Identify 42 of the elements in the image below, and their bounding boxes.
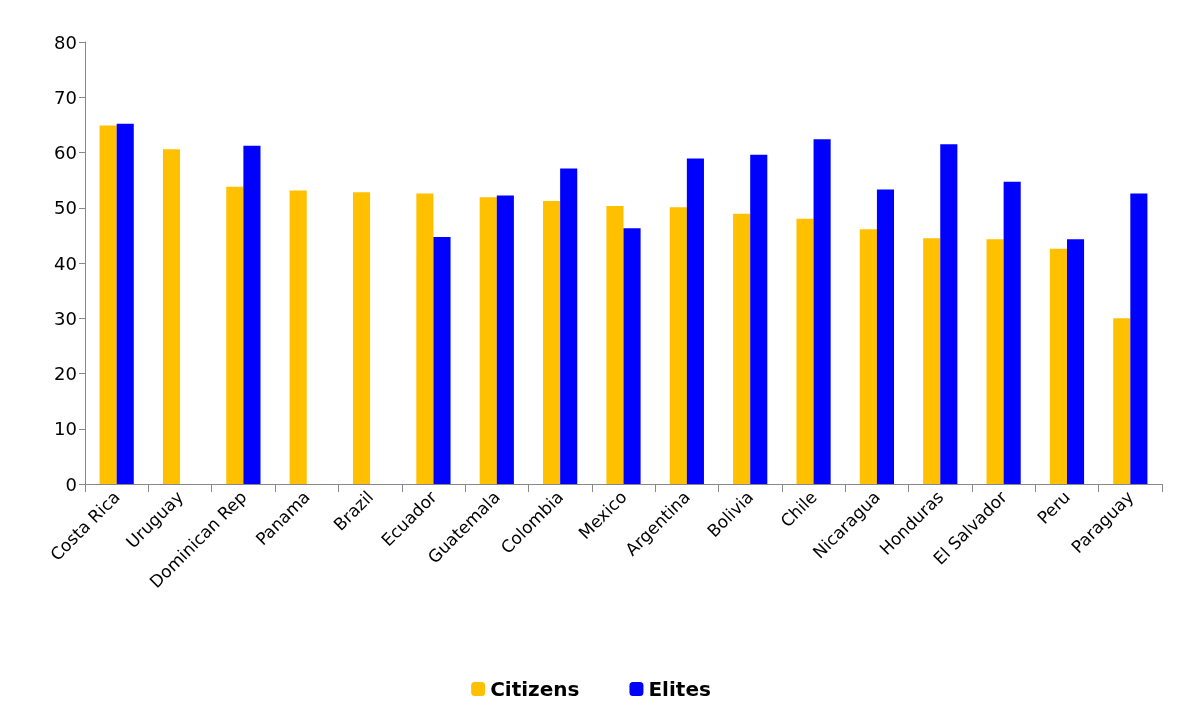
bar	[1049, 248, 1067, 484]
bar	[796, 218, 814, 484]
y-tick-label: 50	[54, 197, 77, 219]
bar	[623, 228, 641, 484]
y-tick-label: 70	[54, 86, 77, 108]
legend-label: Elites	[648, 677, 711, 701]
y-tick-label: 20	[54, 363, 77, 384]
bar	[162, 149, 181, 484]
bar	[479, 197, 497, 484]
bar	[606, 206, 624, 484]
bar	[813, 139, 831, 484]
y-tick-label: 30	[54, 307, 77, 329]
bar	[686, 158, 704, 484]
bar	[416, 193, 434, 484]
bar	[940, 144, 958, 484]
bar	[1113, 318, 1131, 484]
legend-label: Citizens	[490, 677, 580, 701]
bar	[1003, 181, 1021, 484]
bar	[1066, 239, 1085, 484]
y-tick-label: 60	[54, 142, 77, 163]
bar	[352, 192, 371, 484]
bar	[876, 189, 895, 484]
bar	[243, 145, 261, 484]
bar	[986, 239, 1004, 484]
y-tick-label: 40	[54, 252, 77, 274]
bar	[543, 201, 561, 484]
bar	[859, 229, 877, 484]
y-tick-label: 0	[65, 473, 77, 495]
bar	[99, 125, 117, 484]
bar	[923, 238, 941, 484]
bar	[289, 190, 307, 484]
bar	[496, 195, 514, 484]
bar	[669, 207, 687, 484]
bar	[750, 154, 768, 484]
y-tick-label: 80	[54, 31, 77, 53]
bar	[1130, 193, 1148, 484]
bar	[733, 213, 751, 484]
bar	[226, 186, 244, 484]
bar	[116, 123, 134, 484]
y-tick-label: 10	[54, 418, 77, 440]
bar	[560, 168, 578, 484]
bar	[433, 237, 451, 484]
